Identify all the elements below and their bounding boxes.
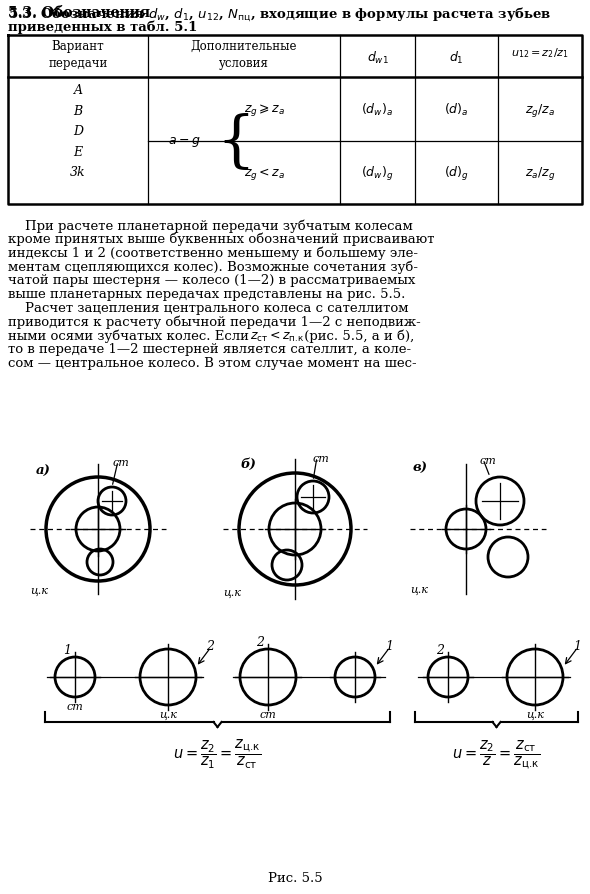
Text: ментам сцепляющихся колес). Возможные сочетания зуб-: ментам сцепляющихся колес). Возможные со… — [8, 260, 418, 274]
Text: 2: 2 — [206, 639, 214, 653]
Text: $u=\dfrac{z_2}{z_1}=\dfrac{z_{\text{ц.к}}}{z_{\text{ст}}}$: $u=\dfrac{z_2}{z_1}=\dfrac{z_{\text{ц.к}… — [173, 738, 261, 771]
Text: $d_{w1}$: $d_{w1}$ — [366, 50, 388, 66]
Text: ц.к: ц.к — [30, 586, 48, 595]
Text: 5.3. Обозначения $d_{w}$, $d_1$, $u_{12}$, $N_{\text{пц}}$, входящие в формулы р: 5.3. Обозначения $d_{w}$, $d_1$, $u_{12}… — [8, 6, 552, 24]
Text: $z_g/z_a$: $z_g/z_a$ — [525, 101, 555, 118]
Text: ст: ст — [260, 709, 276, 719]
Text: ст: ст — [67, 701, 83, 712]
Text: {: { — [216, 114, 255, 173]
Text: $u_{12}=z_2/z_1$: $u_{12}=z_2/z_1$ — [511, 46, 569, 60]
Text: $z_{\text{ст}} < z_{\text{п.к}}$: $z_{\text{ст}} < z_{\text{п.к}}$ — [250, 329, 304, 343]
Text: б): б) — [240, 458, 256, 470]
Text: чатой пары шестерня — колесо (1—2) в рассматриваемых: чатой пары шестерня — колесо (1—2) в рас… — [8, 274, 415, 287]
Text: $a-g$: $a-g$ — [168, 134, 201, 148]
Text: в): в) — [413, 461, 428, 475]
Text: (рис. 5.5, а и б),: (рис. 5.5, а и б), — [300, 329, 414, 342]
Text: $z_g < z_a$: $z_g < z_a$ — [244, 165, 285, 181]
Text: ц.к: ц.к — [410, 585, 428, 595]
Text: $d_1$: $d_1$ — [449, 50, 464, 66]
Text: При расчете планетарной передачи зубчатым колесам: При расчете планетарной передачи зубчаты… — [8, 219, 413, 232]
Text: Вариант
передачи: Вариант передачи — [48, 40, 108, 70]
Text: Дополнительные
условия: Дополнительные условия — [191, 40, 297, 70]
Text: 1: 1 — [385, 639, 393, 653]
Text: Расчет зацепления центрального колеса с сателлитом: Расчет зацепления центрального колеса с … — [8, 301, 408, 315]
Text: $(d_w)_g$: $(d_w)_g$ — [361, 164, 394, 182]
Text: $z_a/z_g$: $z_a/z_g$ — [525, 164, 555, 181]
Text: индексы 1 и 2 (соответственно меньшему и большему эле-: индексы 1 и 2 (соответственно меньшему и… — [8, 247, 418, 260]
Text: приводится к расчету обычной передачи 1—2 с неподвиж-: приводится к расчету обычной передачи 1—… — [8, 316, 421, 329]
Text: $(d_w)_a$: $(d_w)_a$ — [362, 102, 394, 118]
Text: то в передаче 1—2 шестерней является сателлит, а коле-: то в передаче 1—2 шестерней является сат… — [8, 342, 411, 356]
Text: 2: 2 — [256, 636, 264, 648]
Text: ст: ст — [113, 458, 130, 468]
Text: $z_g \geqslant z_a$: $z_g \geqslant z_a$ — [244, 102, 285, 118]
Text: ст: ст — [313, 453, 330, 463]
Text: A
B
D
E
3k: A B D E 3k — [70, 84, 86, 179]
Text: ц.к: ц.к — [526, 709, 544, 719]
Text: 5.3. Обозначения: 5.3. Обозначения — [8, 6, 155, 20]
Text: кроме принятых выше буквенных обозначений присваивают: кроме принятых выше буквенных обозначени… — [8, 232, 434, 246]
Text: 1: 1 — [573, 639, 581, 653]
Text: ст: ст — [480, 455, 497, 466]
Text: а): а) — [36, 465, 51, 477]
Text: выше планетарных передачах представлены на рис. 5.5.: выше планетарных передачах представлены … — [8, 288, 405, 300]
Text: приведенных в табл. 5.1: приведенных в табл. 5.1 — [8, 20, 198, 33]
Text: ц.к: ц.к — [223, 587, 241, 597]
Text: Рис. 5.5: Рис. 5.5 — [268, 871, 322, 884]
Text: сом — центральное колесо. В этом случае момент на шес-: сом — центральное колесо. В этом случае … — [8, 357, 417, 369]
Text: 1: 1 — [63, 644, 71, 656]
Text: $(d)_a$: $(d)_a$ — [444, 102, 469, 118]
Text: 2: 2 — [436, 644, 444, 656]
Text: ц.к: ц.к — [159, 709, 177, 719]
Text: $u=\dfrac{z_2}{z}=\dfrac{z_{\text{ст}}}{z_{\text{ц.к}}}$: $u=\dfrac{z_2}{z}=\dfrac{z_{\text{ст}}}{… — [453, 738, 540, 771]
Text: ными осями зубчатых колес. Если: ными осями зубчатых колес. Если — [8, 329, 253, 342]
Text: $(d)_g$: $(d)_g$ — [444, 164, 469, 182]
